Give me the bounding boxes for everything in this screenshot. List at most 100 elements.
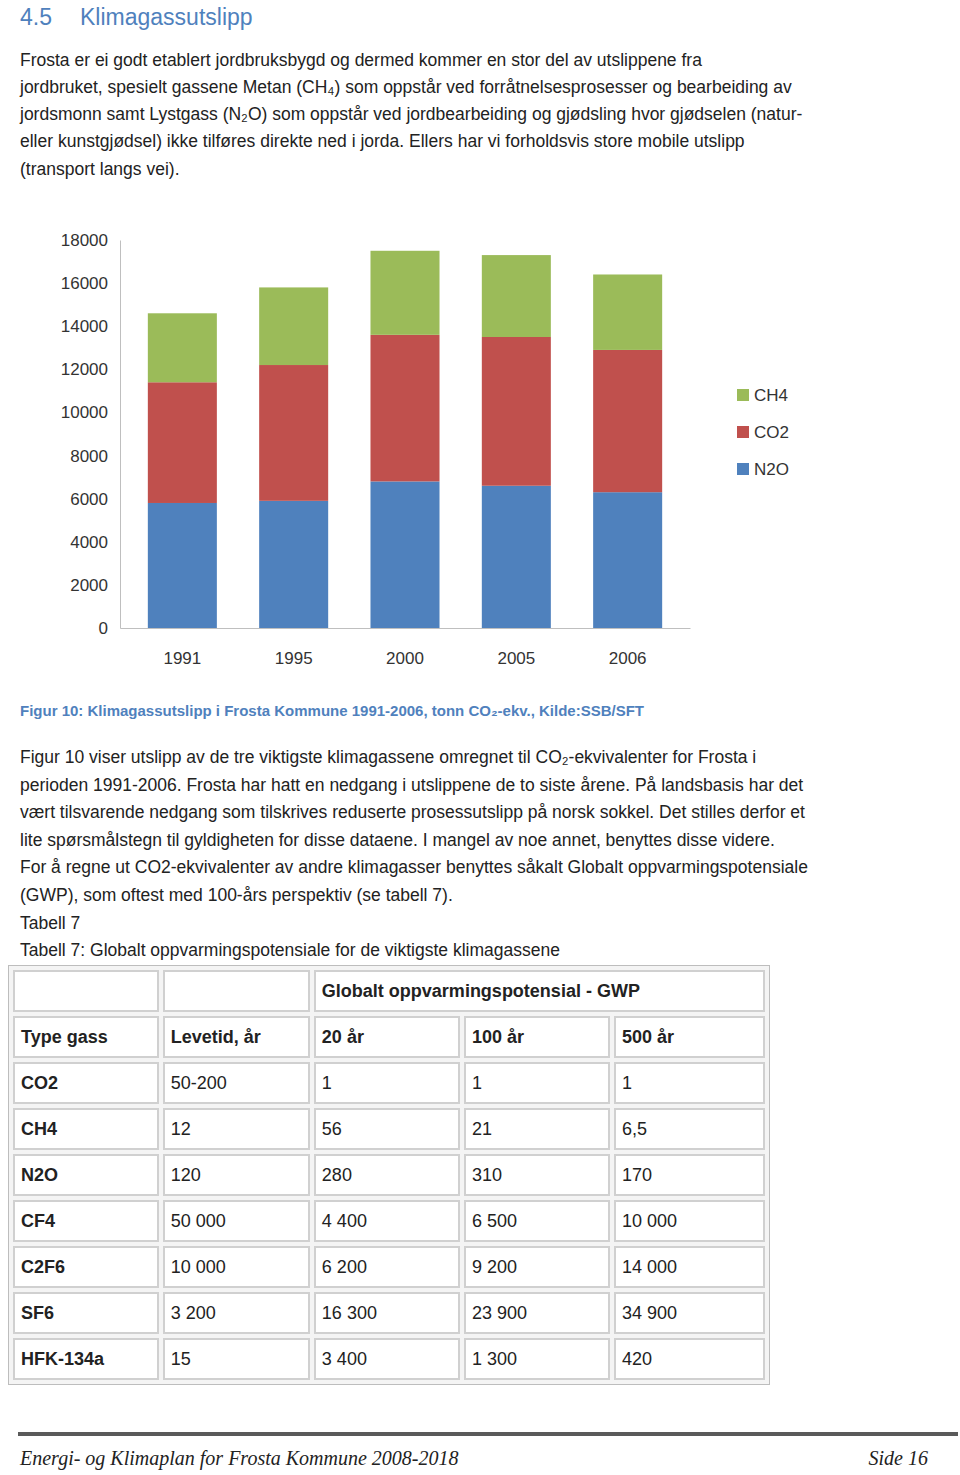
y-tick: 0 [99,619,120,638]
y-tick-label: 2000 [70,576,108,595]
x-tick: 2005 [497,628,535,668]
table-cell: 34 900 [614,1292,765,1334]
legend-swatch [737,463,749,475]
table-cell: 310 [464,1154,610,1196]
x-tick-label: 2000 [386,649,424,668]
y-tick-label: 14000 [61,317,108,336]
y-tick-label: 8000 [70,446,108,465]
table-row: CH41256216,5 [13,1108,765,1150]
table-cell: HFK-134a [13,1338,159,1380]
text-line: jordsmonn samt Lystgass (N₂O) som oppstå… [20,103,802,125]
table-row: HFK-134a153 4001 300420 [13,1338,765,1380]
bar-segment [148,503,217,628]
table-cell: 50 000 [163,1200,310,1242]
table-cell: 15 [163,1338,310,1380]
y-axis: 0 2000 4000 6000 8000 10000 12000 14000 16000 180… [61,231,121,638]
bar-segment [259,287,328,365]
y-tick: 6000 [70,490,120,509]
y-tick-label: 10000 [61,403,108,422]
legend-item: CO2 [737,423,789,442]
table-cell: 12 [163,1108,310,1150]
table-cell: 56 [314,1108,460,1150]
y-tick: 16000 [61,274,120,293]
x-tick: 2006 [609,628,647,668]
chart: 0 2000 4000 6000 8000 10000 12000 14000 16000 180… [0,200,960,690]
table-cell [13,970,159,1012]
page: 4.5KlimagassutslippFrosta er ei godt eta… [0,0,960,1475]
heading-number: 4.5 [20,6,52,28]
table-row: CO250-200111 [13,1062,765,1104]
y-tick: 14000 [61,317,120,336]
table-cell: 420 [614,1338,765,1380]
y-tick-label: 4000 [70,533,108,552]
bar-segment [593,350,662,492]
y-axis-line [120,241,121,629]
legend-swatch [737,389,749,401]
table-column-header: 500 år [614,1016,765,1058]
x-axis: 1991 1995 2000 2005 2006 [121,628,691,668]
y-tick-label: 12000 [61,360,108,379]
table-cell: C2F6 [13,1246,159,1288]
footer-rule [18,1432,958,1436]
table-row: SF63 20016 30023 90034 900 [13,1292,765,1334]
table-cell: 6 200 [314,1246,460,1288]
text-line: eller kunstgjødsel) ikke tilføres direkt… [20,130,745,152]
table-cell: CO2 [13,1062,159,1104]
table-row: N2O120280310170 [13,1154,765,1196]
text-line: perioden 1991-2006. Frosta har hatt en n… [20,774,803,796]
table-header: Globalt oppvarmingspotensial - GWP [314,970,765,1012]
legend-label: CO2 [754,423,789,442]
bar-segment [593,492,662,628]
table-cell: CH4 [13,1108,159,1150]
y-tick: 18000 [61,231,120,250]
text-line: jordbruket, spesielt gassene Metan (CH₄)… [20,76,792,98]
y-tick-label: 6000 [70,490,108,509]
x-tick-label: 2006 [609,649,647,668]
table-cell: 280 [314,1154,460,1196]
bar-segment [148,382,217,503]
x-tick-label: 1991 [163,649,201,668]
bar-segment [482,255,551,337]
bar-segment [370,335,439,482]
footer-page: Side 16 [869,1447,928,1469]
table-cell: 170 [614,1154,765,1196]
y-tick-label: 16000 [61,274,108,293]
x-tick: 2000 [386,628,424,668]
table-header-row: Globalt oppvarmingspotensial - GWP [13,970,765,1012]
text-line: Tabell 7 [20,912,80,934]
x-tick-label: 1995 [275,649,313,668]
bar-segment [482,486,551,628]
table: Globalt oppvarmingspotensial - GWP Type g… [8,965,770,1385]
table-column-header: Levetid, år [163,1016,310,1058]
y-tick: 8000 [70,446,120,465]
legend-label: CH4 [754,386,788,405]
table-column-header: 20 år [314,1016,460,1058]
y-tick: 10000 [61,403,120,422]
text-line: For å regne ut CO2-ekvivalenter av andre… [20,856,808,878]
table-cell: 9 200 [464,1246,610,1288]
table-column-header: Type gass [13,1016,159,1058]
x-tick: 1995 [275,628,313,668]
bar-segment [593,274,662,349]
table-cell: 1 [314,1062,460,1104]
y-tick: 12000 [61,360,120,379]
table-cell: 16 300 [314,1292,460,1334]
legend-item: CH4 [737,386,788,405]
table-cell: 21 [464,1108,610,1150]
table-cell: N2O [13,1154,159,1196]
bar-segment [259,365,328,501]
table-cell: SF6 [13,1292,159,1334]
text-line: Figur 10 viser utslipp av de tre viktigs… [20,746,756,768]
x-tick-label: 2005 [497,649,535,668]
table-cell: 1 [614,1062,765,1104]
bar-segment [148,313,217,382]
table-cell [163,970,310,1012]
table-cell: 50-200 [163,1062,310,1104]
table-cell: 3 200 [163,1292,310,1334]
bar-segment [370,481,439,628]
legend-label: N2O [754,460,789,479]
table-cell: 3 400 [314,1338,460,1380]
table-cell: 6,5 [614,1108,765,1150]
table-column-header: 100 år [464,1016,610,1058]
text-line: vært tilsvarende nedgang som tilskrives … [20,801,805,823]
